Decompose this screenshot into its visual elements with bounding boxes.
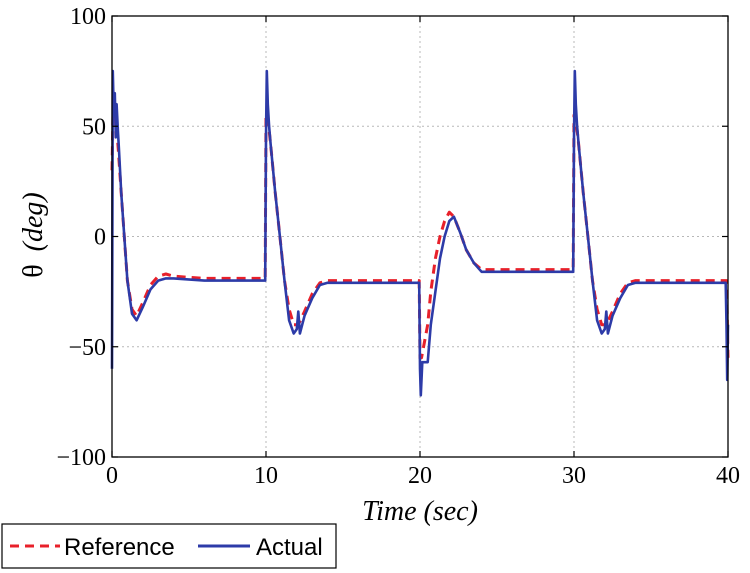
y-tick-label-0: 100 xyxy=(70,4,106,30)
legend: Reference Actual xyxy=(1,523,337,569)
x-tick-label-40: 40 xyxy=(716,463,740,489)
legend-label-actual: Actual xyxy=(256,534,323,561)
axis-ticks: 0 10 20 30 40 100 50 0 −50 −100 xyxy=(56,4,740,489)
y-axis-label-unit: (deg) xyxy=(18,192,49,251)
x-axis-label: Time (sec) xyxy=(362,496,478,527)
y-axis-label-symbol: θ xyxy=(18,264,49,277)
series-lines xyxy=(110,69,730,397)
y-tick-label-3: −50 xyxy=(68,335,106,361)
series-line-actual xyxy=(110,69,730,397)
x-tick-label-0: 0 xyxy=(106,463,118,489)
legend-label-reference: Reference xyxy=(64,534,175,561)
y-axis-label: θ (deg) xyxy=(18,192,49,278)
x-tick-label-30: 30 xyxy=(562,463,586,489)
y-tick-label-2: 0 xyxy=(94,225,106,251)
y-tick-label-1: 50 xyxy=(82,114,106,140)
y-tick-label-4: −100 xyxy=(56,445,106,471)
x-tick-label-20: 20 xyxy=(408,463,432,489)
x-tick-label-10: 10 xyxy=(254,463,278,489)
